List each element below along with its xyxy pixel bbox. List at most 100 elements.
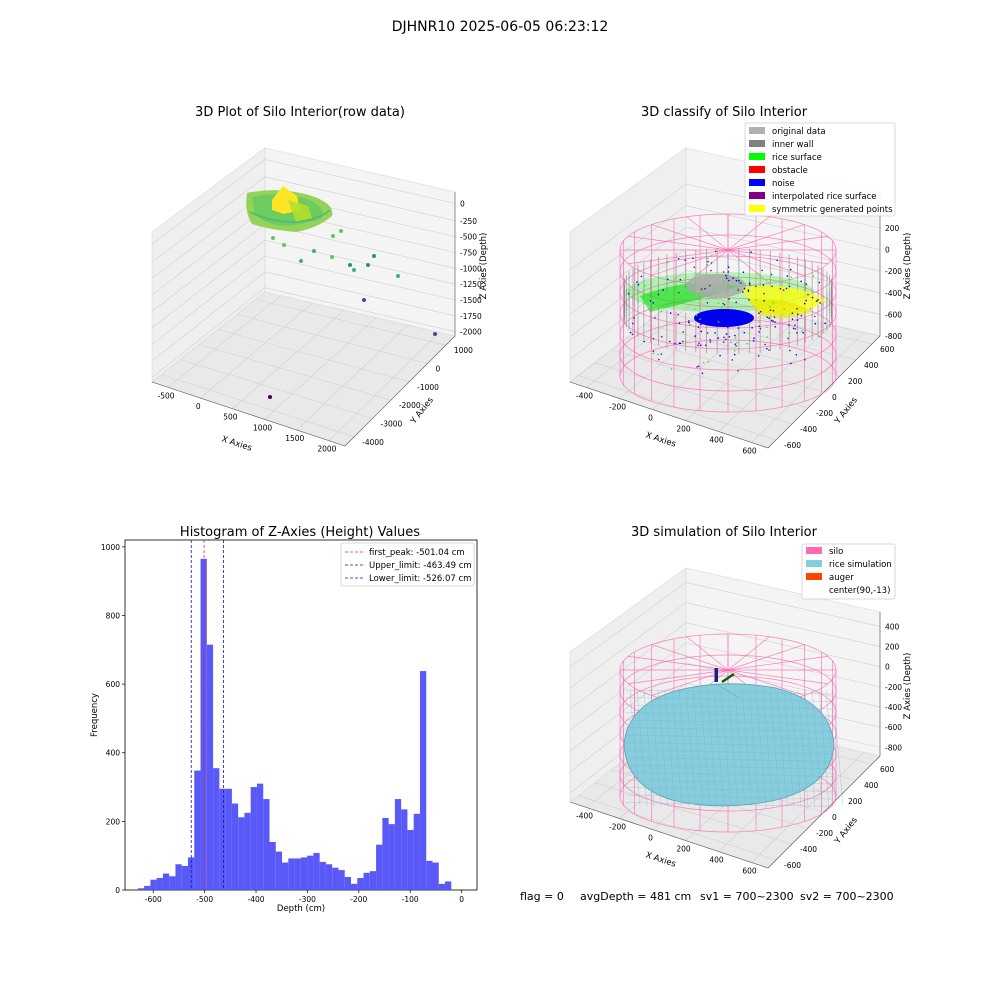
noise-point [736,287,739,290]
noise-point [662,289,664,291]
footer-stats: flag = 0 avgDepth = 481 cm sv1 = 700~230… [520,890,894,903]
noise-point [734,337,737,339]
noise-point [700,344,702,347]
legend-swatch [749,153,765,160]
histogram-bar [413,813,420,890]
scatter-point [299,259,303,263]
noise-point [643,340,645,343]
noise-point [657,293,660,296]
histogram-bar [407,829,414,890]
panel4-title: 3D simulation of Silo Interior [631,525,818,540]
noise-point [725,333,728,335]
panel2-scatter-noise [628,250,826,375]
noise-point [805,299,807,302]
legend-label: Upper_limit: -463.49 cm [369,561,472,571]
noise-point [652,337,655,340]
noise-point [716,319,719,322]
noise-point [709,341,712,343]
histogram-bar [219,788,226,890]
noise-point [791,318,794,321]
noise-point [709,284,711,287]
z-tick-label: -400 [885,703,902,712]
noise-point [674,342,676,345]
noise-point [794,328,797,330]
y-tick-label: -600 [784,861,801,870]
z-tick-label: -600 [885,723,902,732]
noise-point [704,288,706,290]
x-tick-label: -300 [299,895,316,904]
noise-point [692,257,694,260]
panel-histogram: Histogram of Z-Axies (Height) Values -60… [90,525,478,914]
noise-point [742,291,744,293]
scatter-point [372,254,376,258]
noise-point [732,277,734,280]
noise-point [779,288,782,290]
panel1-xlabel: X Axies [220,434,253,453]
z-tick-label: -750 [460,248,477,257]
x-tick-label: 400 [709,436,724,445]
y-tick-label: -200 [816,409,833,418]
histogram-bar [307,855,314,890]
legend-label: symmetric generated points [772,205,893,215]
y-tick-label: 0 [115,886,120,895]
noise-point [734,334,736,337]
noise-point [719,354,721,357]
noise-point [790,362,792,365]
noise-point [696,314,698,316]
footer-avg-depth: avgDepth = 481 cm [580,890,691,903]
footer-sv1: sv1 = 700~2300 [700,890,794,903]
histogram-bar [162,873,170,890]
histogram-bar [288,858,295,890]
noise-point [755,299,757,302]
panel3-title: Histogram of Z-Axies (Height) Values [180,525,420,540]
noise-point [682,331,684,333]
noise-point [790,268,792,271]
x-tick-label: 200 [676,845,691,854]
noise-point [697,365,700,368]
noise-point [753,337,755,340]
noise-point [792,327,795,330]
x-tick-label: -100 [402,895,419,904]
noise-point [689,323,691,326]
histogram-bar [231,803,239,890]
x-tick-label: -200 [350,895,367,904]
noise-point [804,358,806,361]
noise-point [761,269,763,272]
z-tick-label: -1750 [460,312,482,321]
z-tick-label: -500 [460,233,477,242]
histogram-bar [401,809,408,890]
noise-point [674,293,676,295]
scatter-point [331,234,335,238]
noise-point [766,326,768,329]
noise-point [818,281,821,284]
panel3-ylabel: Frequency [90,693,100,737]
noise-point [717,302,720,305]
legend-label: noise [772,179,795,189]
legend-label: center(90,-13) [829,586,890,596]
noise-point [758,325,761,328]
noise-point [722,341,725,343]
noise-point [723,303,726,306]
noise-point [730,341,732,344]
noise-point [654,317,656,319]
histogram-bar [238,817,245,890]
noise-point [746,342,748,345]
panel2-legend: original data inner wall rice surface obsta… [744,122,896,217]
noise-point [788,324,790,326]
noise-point [734,343,736,346]
noise-point [800,280,802,283]
noise-point [706,302,709,304]
z-tick-label: -200 [885,683,902,692]
noise-point [629,331,632,334]
y-tick-label: 0 [832,813,837,822]
z-tick-label: -1000 [460,264,482,273]
histogram-bar [419,671,427,890]
noise-point [776,259,778,262]
noise-point [636,281,638,283]
noise-point [783,308,785,310]
histogram-bar [426,860,433,890]
noise-point [788,331,791,334]
panel1-ylabel: Y Axies [408,395,436,427]
noise-point [714,250,717,253]
histogram-bar [175,864,182,890]
